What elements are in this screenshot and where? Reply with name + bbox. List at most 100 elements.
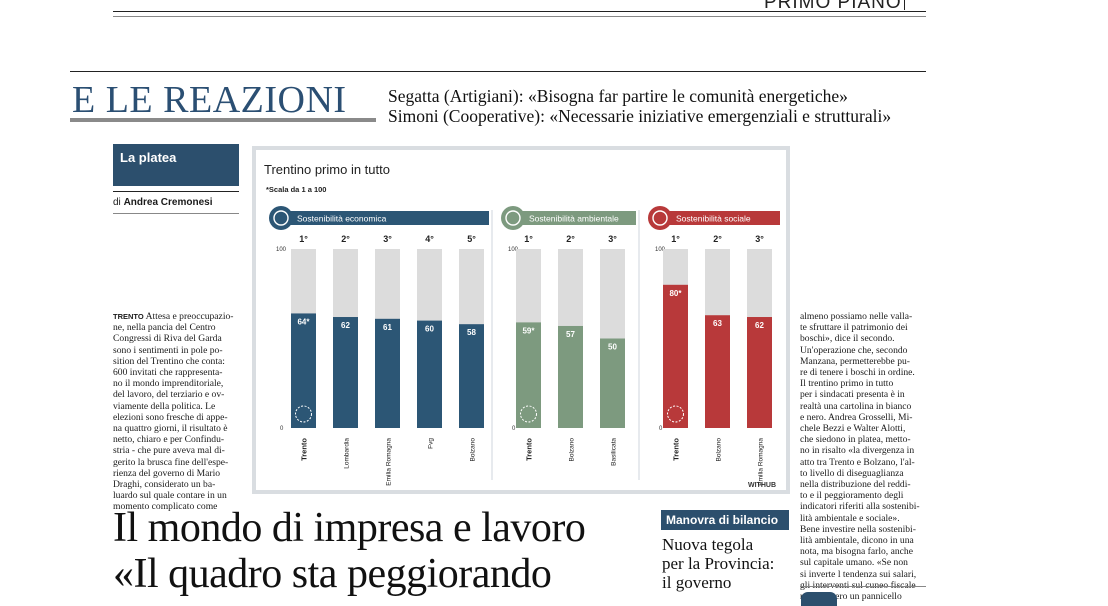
group-icon-circle [269,206,293,230]
article-line-text: chele Bezzi e Walter Alotti, [800,423,906,435]
x-category-label: Bolzano [716,438,723,462]
bar-value-label: 58 [467,328,476,337]
article-line: elezioni sono fresche di appe- [113,412,241,423]
group-icon [652,210,668,226]
article-line-text: to livello di diseguaglianza [800,467,904,479]
article-line: te sfruttare il patrimonio dei [800,322,927,333]
article-line-text: e nero. Andrea Grosselli, Mi- [800,411,913,423]
rank-label: 2° [341,234,350,244]
side-story-line-1: Nuova tegola [662,535,754,554]
article-line-text: sul capitale umano. «Se non [800,557,908,569]
article-line: Congressi di Riva del Garda [113,333,241,344]
article-line: ne, nella pancia del Centro [113,322,241,333]
article-line: lità ambientale e sociale». [800,513,927,524]
article-line-text: Congressi di Riva del Garda [113,333,222,345]
headline: Il mondo di impresa e lavoro «Il quadro … [113,505,586,597]
article-line: per i sindacati presenta è in [800,389,927,400]
article-line: rienza del governo di Mario [113,468,241,479]
article-line-text: no il mondo imprenditoriale, [113,378,224,390]
bar [600,338,625,428]
article-line: sition del Trentino che conta: [113,356,241,367]
column-label: La platea [120,150,177,165]
dateline: TRENTO [113,312,144,321]
article-line: viamente della politica. Le [113,401,241,412]
article-line-text: momento complicato come [113,501,218,513]
article-line-text: te sfruttare il patrimonio dei [800,322,908,334]
rank-label: 1° [671,234,680,244]
group-icon [273,210,289,226]
x-category-label: Trento [300,438,309,461]
title-underline [70,118,376,122]
column-label-box: La platea [113,144,239,186]
x-category-label: Emilia Romagna [386,438,393,486]
x-category-label: Fvg [428,438,435,449]
right-article: almeno possiamo nelle valla-te sfruttare… [800,311,927,602]
section-label: PRIMO PIANO [764,0,902,13]
article-line: TRENTO Attesa e preoccupazio- [113,311,241,322]
article-line: to e il peggioramento degli [800,490,927,501]
article-line-text: na quattro giorni, il risultato è [113,423,228,435]
article-line: indicatori riferiti alla sostenibi- [800,501,927,512]
article-line: chele Bezzi e Walter Alotti, [800,423,927,434]
group-header-bar [514,211,636,225]
byline-prefix: di [113,197,121,208]
bar-value-label: 63 [713,319,722,328]
article-line-text: almeno possiamo nelle valla- [800,311,913,322]
group-header-bar [661,211,780,225]
article-line-text: realtà una cartolina in bianco [800,400,912,412]
x-category-label: Trento [672,438,681,461]
x-category-label: Emilia Romagna [758,438,765,486]
right-col-rule [800,586,926,587]
article-line: no il mondo imprenditoriale, [113,378,241,389]
rank-label: 1° [524,234,533,244]
article-line: nota, ma bisogna farlo, anche [800,546,927,557]
laurel-icon [667,405,684,423]
side-story-line-3: il governo [662,573,732,592]
article-line-text: rienza del governo di Mario [113,467,221,479]
article-line: momento complicato come [113,501,241,512]
bar [291,313,316,428]
article-line-text: 600 invitati che rappresenta- [113,367,223,379]
left-article: TRENTO Attesa e preoccupazio-ne, nella p… [113,311,241,513]
article-line: Manzana, permetterebbe pu- [800,356,927,367]
byline: di Andrea Cremonesi [113,197,213,208]
chart-frame: Trentino primo in tutto *Scala da 1 a 100… [252,146,790,494]
article-line-text: ne, nella pancia del Centro [113,322,216,334]
laurel-icon [520,405,537,423]
bar [417,320,442,428]
article-line: Il trentino primo in tutto [800,378,927,389]
article-line-text: gli interventi sul cuneo fiscale [800,580,916,591]
group-header-label: Sostenibilità ambientale [529,214,619,224]
article-line-text: lità ambientale, dicono in una [800,535,914,547]
deck-line-1: Segatta (Artigiani): «Bisogna far partir… [388,86,848,106]
article-line-text: elezioni sono fresche di appe- [113,411,228,423]
article-line: atto tra Trento e Bolzano, l'al- [800,457,927,468]
box-rule [113,191,239,192]
article-line: luardo sul quale contare in un [113,490,241,501]
article-line-text: netto, chiaro e per Confindu- [113,434,225,446]
article-line-text: del lavoro, del terziario e ov- [113,389,225,401]
rank-label: 2° [566,234,575,244]
bar [459,324,484,428]
page-title: E LE REAZIONI [72,79,347,121]
article-line: e nero. Andrea Grosselli, Mi- [800,412,927,423]
deck-line-2: Simoni (Cooperative): «Necessarie inizia… [388,106,892,126]
article-line-text: boschi», dice il secondo. [800,333,895,345]
article-line: netto, chiaro e per Confindu- [113,434,241,445]
article-line: stria - che pure aveva mal di- [113,445,241,456]
x-category-label: Basilicata [611,438,618,466]
article-line: del lavoro, del terziario e ov- [113,389,241,400]
article-line-text: Il trentino primo in tutto [800,378,894,390]
bar-value-label: 61 [383,323,392,332]
article-line-text: Bene investire nella sostenibi- [800,523,916,535]
article-line: to livello di diseguaglianza [800,468,927,479]
article-line: che siedono in platea, metto- [800,434,927,445]
article-line-text: si inverte l tendenza sui salari, [800,568,917,580]
article-line-text: lità ambientale e sociale». [800,512,900,524]
chart-subtitle: *Scala da 1 a 100 [266,185,326,194]
article-line: lità ambientale, dicono in una [800,535,927,546]
bar [663,284,688,428]
article-line-text: luardo sul quale contare in un [113,490,227,502]
y-tick-label: 100 [508,247,519,253]
article-line: gerito la brusca fine dell'espe- [113,457,241,468]
